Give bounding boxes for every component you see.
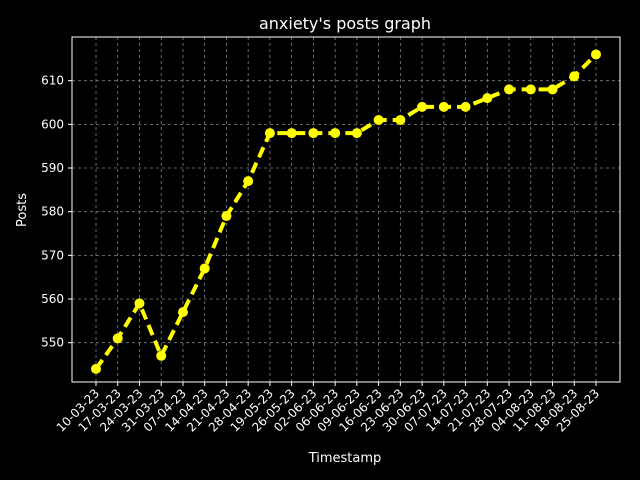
data-point (569, 71, 580, 82)
chart-title: anxiety's posts graph (259, 14, 431, 33)
data-point (308, 128, 319, 139)
y-tick-label: 570 (41, 248, 64, 262)
y-axis-ticks: 550 560 570 580 590 600 610 (41, 74, 72, 350)
data-point (330, 128, 341, 139)
data-point (134, 298, 145, 309)
y-tick-label: 550 (41, 336, 64, 350)
data-point (286, 128, 297, 139)
data-point (91, 363, 101, 374)
data-point (221, 211, 232, 222)
y-axis-label: Posts (15, 193, 30, 227)
data-point (438, 101, 449, 112)
series-posts (91, 49, 601, 374)
data-point (395, 114, 406, 125)
data-point (547, 84, 558, 95)
data-point (525, 84, 536, 95)
data-point (417, 101, 428, 112)
data-point (264, 128, 275, 139)
y-tick-label: 600 (41, 117, 64, 131)
plot-frame (71, 36, 621, 383)
data-point (351, 128, 362, 139)
y-tick-label: 560 (41, 292, 64, 306)
y-tick-label: 610 (41, 74, 64, 88)
data-point (156, 350, 167, 361)
data-point (177, 307, 188, 318)
data-point (373, 114, 384, 125)
y-tick-label: 580 (41, 205, 64, 219)
y-tick-label: 590 (41, 161, 64, 175)
data-point (504, 84, 515, 95)
data-point (199, 263, 210, 274)
x-axis-label: Timestamp (308, 451, 382, 466)
axes (71, 36, 621, 383)
data-point (482, 93, 493, 104)
data-point (460, 101, 471, 112)
data-point (112, 333, 123, 344)
data-point (591, 49, 601, 60)
data-point (243, 176, 254, 187)
grid (72, 37, 620, 382)
